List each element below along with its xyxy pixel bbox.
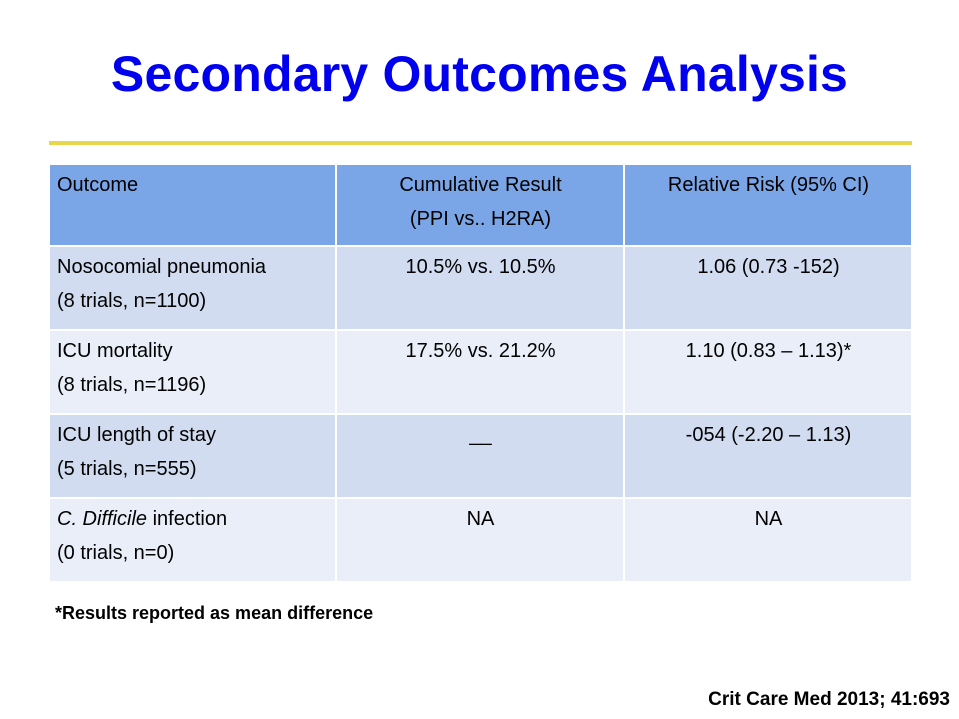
citation: Crit Care Med 2013; 41:693: [708, 689, 950, 710]
cell-outcome: C. Difficile infection (0 trials, n=0): [48, 497, 337, 583]
cell-outcome: ICU mortality (8 trials, n=1196): [48, 329, 337, 415]
table-row: Nosocomial pneumonia (8 trials, n=1100) …: [48, 245, 913, 331]
outcome-name: ICU mortality: [57, 340, 173, 362]
cell-relative-risk: -054 (-2.20 – 1.13): [623, 413, 913, 499]
table-row: C. Difficile infection (0 trials, n=0) N…: [48, 497, 913, 583]
header-relative-risk-label: Relative Risk (95% CI): [667, 174, 870, 196]
cell-relative-risk: NA: [623, 497, 913, 583]
table-row: ICU mortality (8 trials, n=1196) 17.5% v…: [48, 329, 913, 415]
title-divider: [49, 141, 912, 145]
header-outcome-label: Outcome: [57, 174, 139, 196]
outcome-trials: (8 trials, n=1100): [57, 290, 207, 312]
cell-outcome: Nosocomial pneumonia (8 trials, n=1100): [48, 245, 337, 331]
outcome-name-rest: infection: [147, 508, 228, 530]
outcome-name: C. Difficile infection: [57, 502, 329, 536]
table-row: ICU length of stay (5 trials, n=555) __ …: [48, 413, 913, 499]
outcome-name: Nosocomial pneumonia: [57, 256, 267, 278]
outcome-trials: (5 trials, n=555): [57, 458, 197, 480]
header-cumulative-result: Cumulative Result (PPI vs.. H2RA): [335, 163, 625, 247]
cell-cumulative-result: __: [335, 413, 625, 499]
cell-outcome: ICU length of stay (5 trials, n=555): [48, 413, 337, 499]
outcome-name: ICU length of stay: [57, 424, 216, 446]
outcome-trials: (8 trials, n=1196): [57, 374, 207, 396]
cell-relative-risk: 1.06 (0.73 -152): [623, 245, 913, 331]
slide-title: Secondary Outcomes Analysis: [110, 46, 849, 102]
secondary-outcomes-table: Outcome Cumulative Result (PPI vs.. H2RA…: [48, 163, 913, 583]
header-cumulative-label: Cumulative Result: [399, 174, 562, 196]
cell-relative-risk: 1.10 (0.83 – 1.13)*: [623, 329, 913, 415]
cell-cumulative-result: 17.5% vs. 21.2%: [335, 329, 625, 415]
header-relative-risk: Relative Risk (95% CI): [623, 163, 913, 247]
footnote: *Results reported as mean difference: [55, 603, 374, 623]
table-header-row: Outcome Cumulative Result (PPI vs.. H2RA…: [48, 163, 913, 247]
outcome-name-italic: C. Difficile: [57, 508, 148, 530]
cell-cumulative-result: 10.5% vs. 10.5%: [335, 245, 625, 331]
outcome-trials: (0 trials, n=0): [57, 542, 175, 564]
header-outcome: Outcome: [48, 163, 337, 247]
header-cumulative-sublabel: (PPI vs.. H2RA): [409, 208, 552, 230]
cell-cumulative-result: NA: [335, 497, 625, 583]
